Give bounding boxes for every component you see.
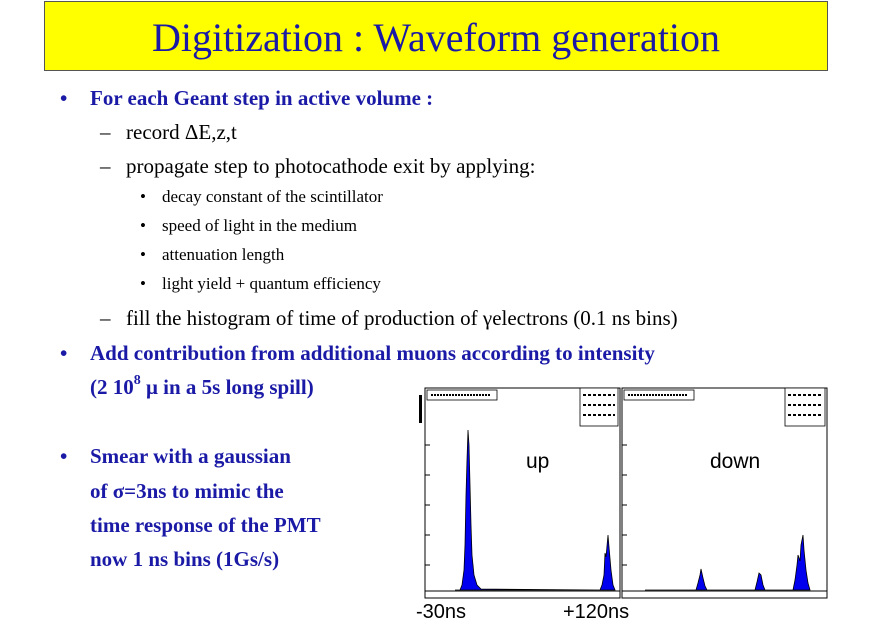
frame-edge: [419, 395, 422, 423]
bullet-smear-line: of σ=3ns to mimic the: [90, 479, 284, 503]
bullet-smear-line: now 1 ns bins (1Gs/s): [90, 547, 280, 571]
waveform-down: [645, 534, 811, 591]
stats-box-up-left: [426, 389, 498, 401]
dash-marker: –: [100, 154, 111, 178]
dot-marker: •: [140, 274, 146, 293]
bullet-muon-intensity: (2 108 μ in a 5s long spill): [90, 373, 314, 399]
bullet-geant-step: For each Geant step in active volume :: [90, 86, 434, 110]
sub-bullet-fill-histogram: fill the histogram of time of production…: [126, 306, 678, 330]
y-axis-ticks: [425, 444, 627, 566]
dash-marker: –: [100, 306, 111, 330]
bullet-smear-line: time response of the PMT: [90, 513, 321, 537]
stats-box-up-right: [579, 387, 619, 427]
label-down: down: [710, 450, 761, 473]
bullet-additional-muons: Add contribution from additional muons a…: [90, 341, 655, 365]
label-time-end: +120ns: [563, 601, 630, 623]
label-time-start: -30ns: [416, 601, 467, 623]
bullet-marker: •: [60, 444, 68, 468]
stats-box-down-left: [623, 389, 695, 401]
waveform-histogram-figure: [419, 387, 828, 599]
bullet-marker: •: [60, 86, 68, 110]
dot-marker: •: [140, 187, 146, 206]
bullet-smear-line: Smear with a gaussian: [90, 444, 291, 468]
slide-title: Digitization : Waveform generation: [151, 15, 721, 60]
sub-sub-item: attenuation length: [162, 245, 285, 264]
label-up: up: [526, 450, 550, 473]
dash-marker: –: [100, 120, 111, 144]
sub-sub-item: decay constant of the scintillator: [162, 187, 383, 206]
bullet-marker: •: [60, 341, 68, 365]
dot-marker: •: [140, 245, 146, 264]
waveform-up: [455, 429, 616, 591]
sub-bullet-record: record ΔE,z,t: [126, 120, 237, 144]
sub-sub-item: light yield + quantum efficiency: [162, 274, 381, 293]
title-banner: Digitization : Waveform generation: [44, 1, 828, 71]
stats-box-down-right: [784, 387, 826, 427]
sub-sub-item: speed of light in the medium: [162, 216, 357, 235]
sub-bullet-propagate: propagate step to photocathode exit by a…: [126, 154, 536, 178]
dot-marker: •: [140, 216, 146, 235]
